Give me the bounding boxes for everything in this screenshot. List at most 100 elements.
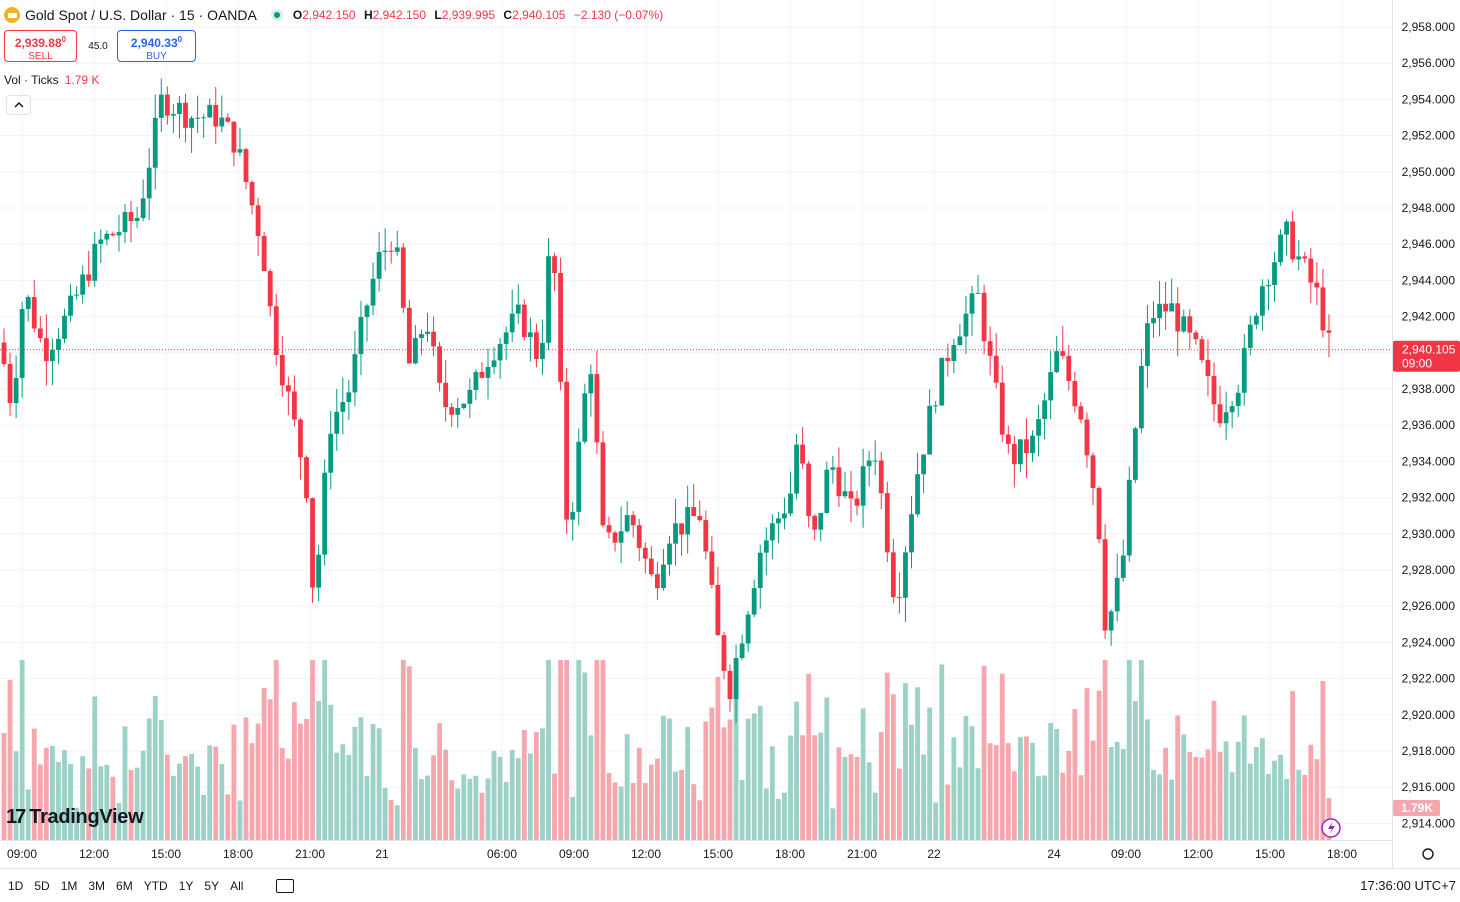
candle-body (1102, 539, 1108, 631)
candle-body (164, 94, 170, 116)
range-5y[interactable]: 5Y (204, 878, 220, 893)
candle-body (310, 498, 315, 588)
candle-body (1114, 577, 1120, 612)
candle-body (1090, 455, 1096, 488)
candle-body (945, 357, 951, 362)
volume-bar (709, 707, 715, 840)
range-1y[interactable]: 1Y (178, 878, 194, 893)
timezone-clock[interactable]: 17:36:00 UTC+7 (1360, 878, 1456, 893)
candle-body (1187, 316, 1193, 333)
volume-bar (872, 792, 878, 840)
volume-bar (261, 687, 267, 840)
volume-bar (697, 800, 703, 840)
tradingview-logo[interactable]: 17 TradingView (6, 806, 144, 828)
volume-bar (1096, 690, 1102, 840)
volume-bar (449, 780, 455, 840)
volume-legend[interactable]: Vol · Ticks 1.79 K (4, 73, 99, 87)
collapse-legend-button[interactable] (6, 95, 31, 115)
range-1d[interactable]: 1D (8, 878, 24, 893)
candle-body (812, 515, 818, 530)
candle-body (455, 408, 461, 415)
volume-bar (394, 805, 400, 840)
candle-body (630, 515, 636, 526)
candle-body (673, 523, 678, 544)
candle-body (951, 345, 957, 362)
symbol-title[interactable]: Gold Spot / U.S. Dollar · 15 · OANDA (25, 7, 257, 23)
candle-body (636, 525, 642, 548)
range-3m[interactable]: 3M (88, 878, 106, 893)
volume-bar (1084, 688, 1090, 840)
volume-bar (1120, 749, 1126, 840)
time-axis-label: 24 (1047, 847, 1061, 861)
candle-body (140, 198, 146, 219)
volume-bar (939, 664, 945, 840)
candle-body (552, 256, 557, 273)
sell-button[interactable]: 2,939.880 SELL (4, 30, 77, 62)
volume-bar (370, 724, 376, 840)
volume-bar (1145, 719, 1150, 840)
candle-body (648, 558, 654, 575)
volume-bar (1126, 660, 1132, 840)
volume-bar (1132, 701, 1138, 840)
range-6m[interactable]: 6M (116, 878, 133, 893)
candle-body (1320, 287, 1326, 331)
volume-bar (13, 751, 19, 840)
price-chart[interactable]: 2,958.000 2,956.000 2,954.000 2,952.000 2,95… (0, 0, 1460, 868)
volume-bar (413, 747, 418, 840)
candle-body (485, 366, 491, 378)
candle-body (915, 474, 920, 515)
candle-body (497, 343, 503, 361)
volume-bar (655, 758, 660, 840)
range-ytd[interactable]: YTD (143, 878, 168, 893)
volume-indicator-value: 1.79 K (64, 73, 100, 87)
candle-body (667, 543, 672, 565)
range-5d[interactable]: 5D (34, 878, 50, 893)
candle-body (1308, 258, 1314, 283)
candle-body (1048, 372, 1054, 401)
candle-body (884, 493, 890, 553)
candle-body (400, 247, 406, 308)
candle-body (467, 389, 473, 404)
volume-bar (969, 726, 975, 840)
candle-body (273, 306, 279, 356)
candle-body (183, 102, 188, 128)
price-axis-label: 2,928.000 (1402, 563, 1456, 577)
time-axis-label: 15:00 (1255, 847, 1285, 861)
volume-bar (534, 732, 539, 840)
volume-bar (776, 798, 781, 840)
candle-body (806, 463, 812, 516)
candle-body (382, 250, 388, 253)
candle-body (219, 117, 225, 127)
volume-bar (1018, 737, 1023, 840)
candle-body (1060, 351, 1066, 356)
candle-body (1054, 351, 1060, 373)
buy-button[interactable]: 2,940.330 BUY (117, 30, 196, 62)
candle-body (207, 104, 213, 118)
volume-bar (757, 705, 763, 840)
volume-bar (1302, 775, 1308, 840)
volume-bar (425, 775, 430, 840)
volume-bar (1308, 744, 1314, 840)
price-axis-label: 2,916.000 (1402, 780, 1456, 794)
candle-body (788, 493, 793, 514)
range-all[interactable]: All (230, 878, 244, 893)
calendar-goto-icon[interactable] (276, 878, 295, 893)
volume-bar (1030, 742, 1035, 840)
candle-body (1120, 555, 1126, 578)
range-1m[interactable]: 1M (60, 878, 78, 893)
candle-body (1302, 256, 1308, 259)
volume-bar (213, 746, 219, 840)
candle-body (364, 305, 370, 318)
candle-body (1260, 286, 1265, 316)
time-axis-label: 12:00 (1183, 847, 1213, 861)
candle-body (195, 117, 200, 119)
candle-body (1284, 221, 1289, 235)
candle-body (1175, 303, 1181, 332)
volume-bar (1296, 769, 1302, 840)
volume-bar (255, 723, 261, 840)
candle-body (1, 342, 7, 364)
candle-body (848, 491, 854, 499)
candle-body (104, 233, 110, 240)
candle-body (1132, 428, 1138, 480)
volume-bar (358, 717, 364, 840)
